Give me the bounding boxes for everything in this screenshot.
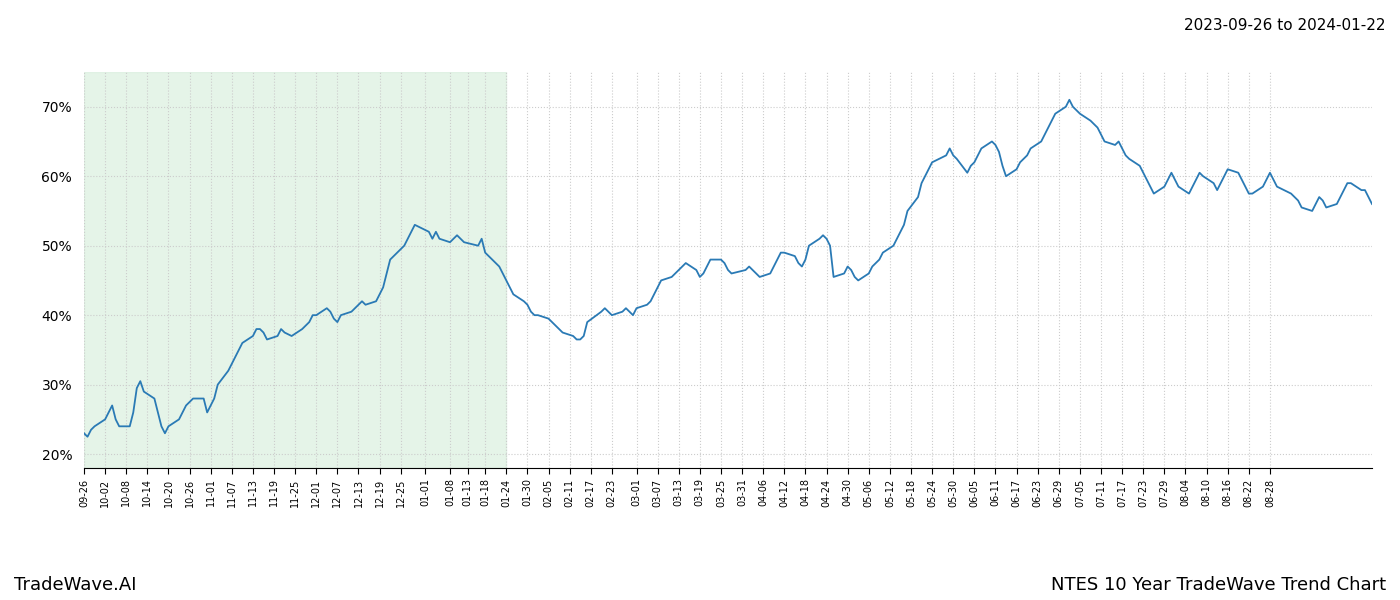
Text: 2023-09-26 to 2024-01-22: 2023-09-26 to 2024-01-22 — [1184, 18, 1386, 33]
Bar — [84, 72, 507, 468]
Text: TradeWave.AI: TradeWave.AI — [14, 576, 137, 594]
Text: NTES 10 Year TradeWave Trend Chart: NTES 10 Year TradeWave Trend Chart — [1051, 576, 1386, 594]
